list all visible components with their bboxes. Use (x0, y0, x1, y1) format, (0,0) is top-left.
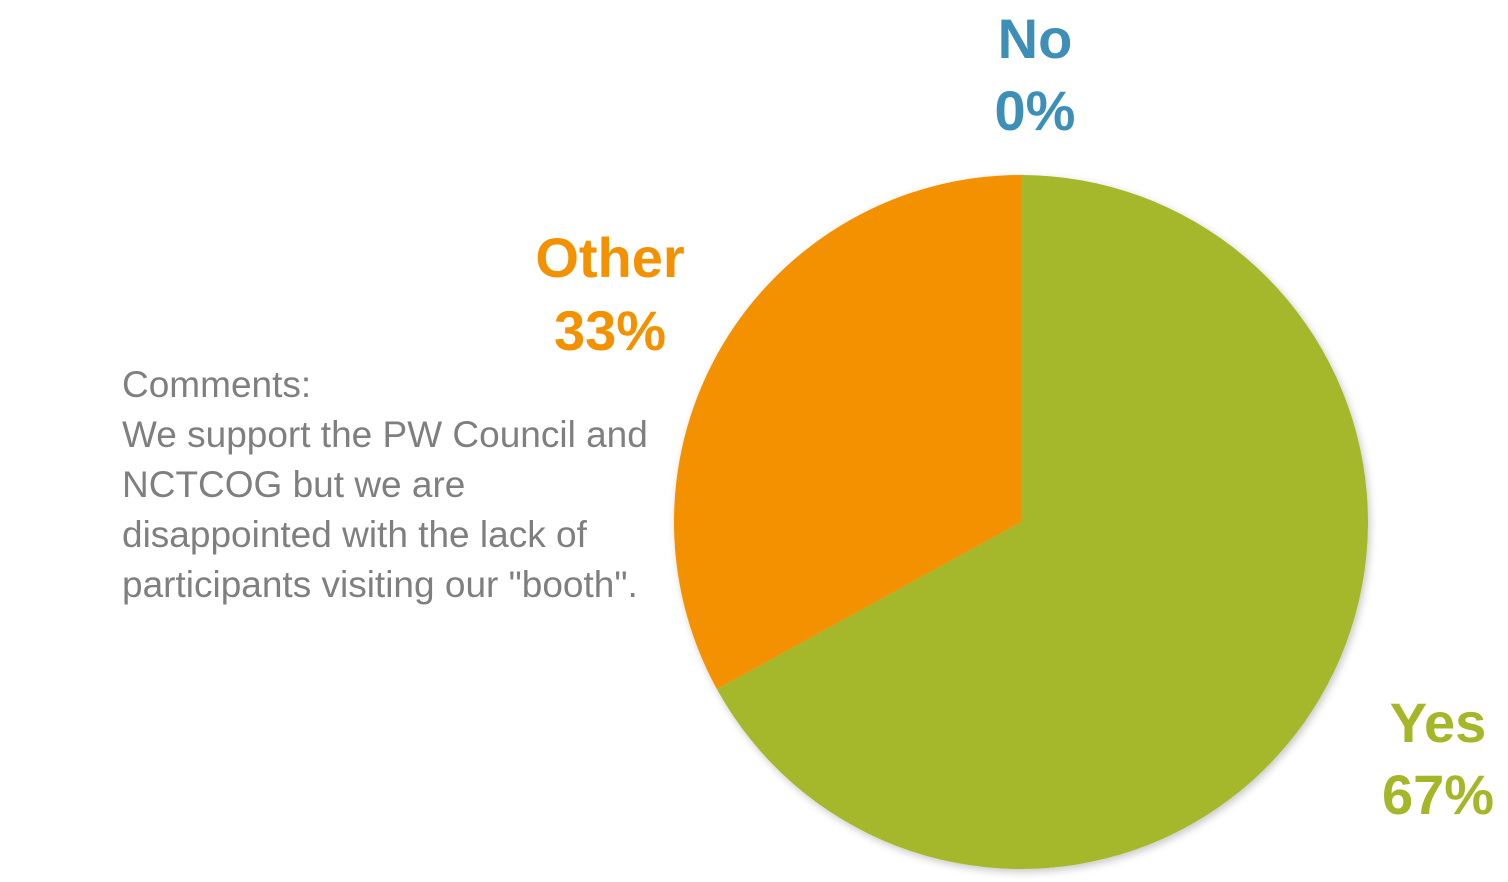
pie-slices (673, 175, 1368, 869)
pie-slice-yes (716, 175, 1368, 869)
comments-heading: Comments: (122, 364, 312, 405)
slice-label-other: Other (535, 226, 684, 289)
slice-value-no: 0% (995, 79, 1076, 142)
comment-line: We support the PW Council and (122, 414, 648, 455)
pie-labels: Yes 67% No 0% Other 33% (535, 7, 1494, 826)
comment-line: disappointed with the lack of (122, 514, 587, 555)
slice-value-other: 33% (554, 299, 666, 362)
comments-block: Comments: We support the PW Council and … (122, 360, 662, 610)
slice-label-yes: Yes (1390, 691, 1487, 754)
pie-slice-other (673, 175, 1021, 690)
slice-value-yes: 67% (1382, 763, 1494, 826)
slice-label-no: No (998, 7, 1073, 70)
comment-line: participants visiting our "booth". (122, 564, 638, 605)
comment-line: NCTCOG but we are (122, 464, 466, 505)
